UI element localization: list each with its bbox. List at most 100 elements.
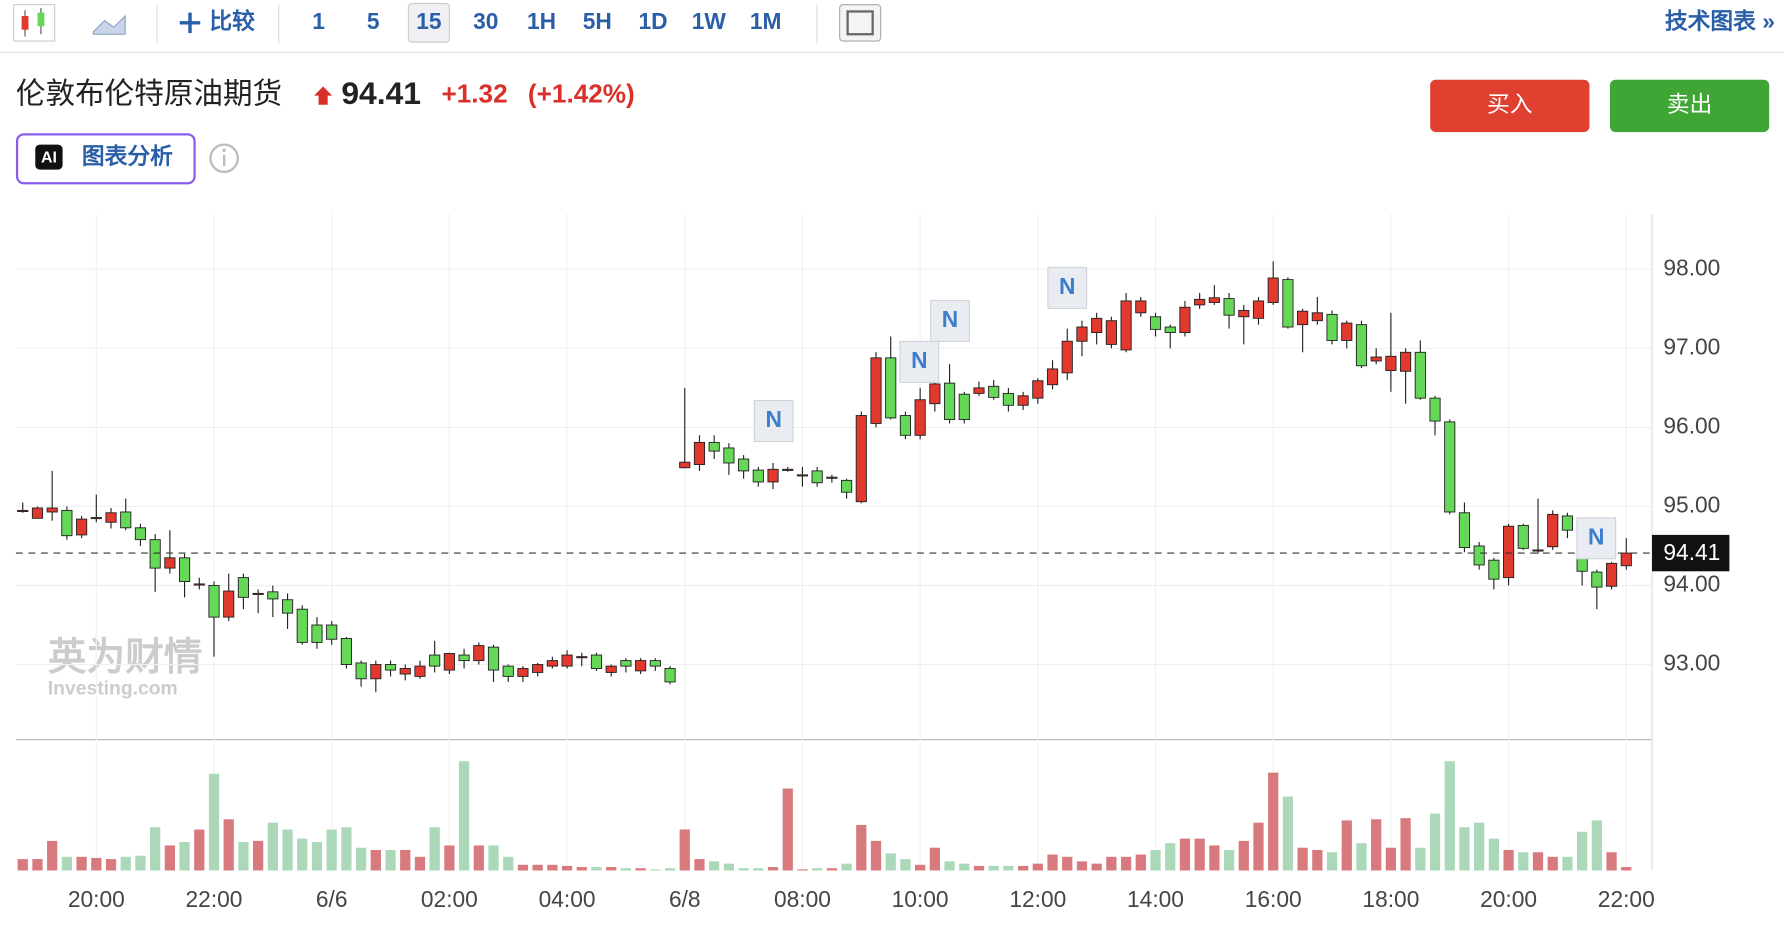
interval-button[interactable]: 5H bbox=[583, 8, 612, 34]
volume-bar bbox=[164, 845, 175, 871]
last-price-label: 94.41 bbox=[1663, 539, 1720, 565]
news-marker[interactable] bbox=[899, 340, 940, 383]
volume-bar bbox=[738, 868, 749, 871]
volume-bar bbox=[1400, 818, 1411, 871]
up-arrow bbox=[314, 86, 333, 105]
x-tick-label: 22:00 bbox=[186, 886, 243, 912]
volume-bar bbox=[664, 868, 676, 871]
candle-up bbox=[767, 468, 779, 483]
sell-button[interactable] bbox=[1609, 79, 1770, 133]
candle-down bbox=[355, 662, 367, 680]
volume-bar bbox=[1444, 761, 1455, 871]
tech-chart-link[interactable]: 技术图表 » bbox=[1665, 8, 1775, 34]
volume-bar bbox=[929, 847, 940, 871]
candle-up bbox=[796, 474, 809, 477]
y-tick-label: 97.00 bbox=[1663, 333, 1720, 359]
news-marker[interactable] bbox=[1047, 266, 1088, 309]
volume-bar bbox=[1003, 865, 1014, 871]
candle-down bbox=[134, 527, 147, 541]
candle-up bbox=[1238, 309, 1250, 318]
volume-bar bbox=[856, 824, 867, 871]
candle-down bbox=[1473, 545, 1485, 566]
candle-down bbox=[1414, 351, 1426, 399]
candle-up bbox=[1091, 317, 1103, 334]
volume-bar bbox=[561, 865, 573, 871]
candle-down bbox=[841, 479, 853, 493]
volume-bar bbox=[635, 868, 646, 871]
interval-button[interactable]: 1M bbox=[750, 8, 782, 34]
candle-up bbox=[1076, 326, 1088, 342]
volume-bar bbox=[1106, 856, 1117, 871]
x-tick-label: 6/6 bbox=[316, 886, 348, 912]
candle-up bbox=[1120, 300, 1132, 351]
candle-icon[interactable] bbox=[13, 4, 56, 42]
volume-bar bbox=[297, 838, 308, 871]
interval-selected bbox=[407, 2, 450, 43]
layout-icon[interactable] bbox=[839, 4, 882, 42]
candle-up bbox=[223, 590, 235, 618]
candle-up bbox=[1194, 298, 1206, 306]
volume-bar bbox=[17, 859, 28, 871]
candle-down bbox=[708, 441, 720, 452]
candle-up bbox=[605, 665, 617, 673]
volume-bar bbox=[385, 849, 396, 871]
volume-bar bbox=[841, 863, 852, 871]
candle-up bbox=[399, 668, 411, 675]
news-marker[interactable] bbox=[930, 299, 970, 342]
candle-down bbox=[988, 385, 1000, 398]
candle-down bbox=[885, 357, 897, 419]
news-marker-label: N bbox=[911, 347, 927, 373]
x-tick-label: 08:00 bbox=[774, 886, 831, 912]
interval-button[interactable]: 1H bbox=[527, 8, 556, 34]
interval-button[interactable]: 1D bbox=[639, 8, 668, 34]
volume-bar bbox=[591, 867, 602, 871]
interval-button[interactable]: 1W bbox=[692, 8, 727, 34]
candle-up bbox=[929, 383, 941, 405]
volume-bar bbox=[782, 788, 793, 871]
volume-bar bbox=[709, 861, 720, 871]
candle-down bbox=[664, 668, 676, 683]
candle-down bbox=[326, 624, 338, 640]
candle-down bbox=[281, 599, 294, 614]
candle-up bbox=[826, 476, 838, 479]
news-marker-label: N bbox=[765, 406, 781, 432]
x-tick-label: 18:00 bbox=[1362, 886, 1419, 912]
interval-button[interactable]: 30 bbox=[473, 8, 498, 34]
volume-bar bbox=[1488, 838, 1499, 871]
interval-button[interactable]: 1 bbox=[312, 8, 325, 34]
candle-up bbox=[1503, 525, 1515, 579]
volume-bar bbox=[576, 867, 587, 871]
volume-bar bbox=[532, 864, 543, 871]
volume-bar bbox=[238, 842, 249, 871]
volume-bar bbox=[355, 847, 367, 871]
interval-button[interactable]: 15 bbox=[416, 8, 442, 34]
candle-up bbox=[193, 583, 205, 586]
volume-bar bbox=[1017, 865, 1029, 871]
volume-bar bbox=[959, 863, 970, 871]
candle-down bbox=[1561, 515, 1574, 531]
ai-badge-bg bbox=[35, 144, 63, 170]
candle-up bbox=[1297, 310, 1309, 326]
x-tick-label: 04:00 bbox=[539, 886, 596, 912]
instrument-title: 伦敦布伦特原油期货 bbox=[16, 77, 282, 110]
candle-up bbox=[679, 461, 691, 469]
news-marker-label: N bbox=[1588, 523, 1604, 549]
volume-bar bbox=[1474, 822, 1485, 871]
news-marker[interactable] bbox=[1576, 517, 1617, 560]
candle-down bbox=[61, 509, 73, 537]
info-icon[interactable] bbox=[209, 143, 239, 174]
news-marker[interactable] bbox=[753, 400, 794, 443]
candle-down bbox=[1355, 324, 1368, 367]
volume-bar bbox=[1429, 813, 1441, 871]
compare-button[interactable]: 比较 bbox=[209, 8, 255, 34]
interval-button[interactable]: 5 bbox=[367, 8, 380, 34]
volume-bar bbox=[414, 856, 426, 871]
volume-bar bbox=[1032, 863, 1043, 871]
area-icon[interactable] bbox=[92, 14, 126, 35]
volume-bar bbox=[1253, 822, 1264, 871]
x-tick-label: 02:00 bbox=[421, 886, 478, 912]
volume-bar bbox=[826, 868, 837, 871]
candle-down bbox=[1429, 397, 1441, 422]
volume-bar bbox=[1459, 827, 1470, 871]
buy-button[interactable] bbox=[1430, 79, 1590, 133]
